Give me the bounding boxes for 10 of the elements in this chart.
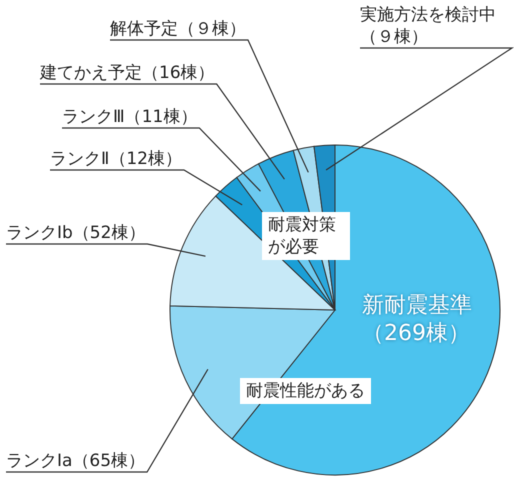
slice-label: ランクⅢ（11棟）	[62, 106, 198, 128]
text: 耐震対策が必要	[262, 212, 350, 260]
slice-label: 実施方法を検討中（９棟）	[360, 4, 497, 48]
slice-label: ランクⅠa（65棟）	[6, 450, 146, 472]
slice-label: ランクⅠb（52棟）	[6, 222, 146, 244]
slice-label: 建てかえ予定（16棟）	[40, 62, 215, 84]
text: 耐震性能がある	[240, 378, 371, 404]
slice-label: 新耐震基準（269棟）	[362, 292, 473, 348]
slice-label: ランクⅡ（12棟）	[50, 148, 182, 170]
slice-label: 解体予定（９棟）	[110, 18, 246, 40]
